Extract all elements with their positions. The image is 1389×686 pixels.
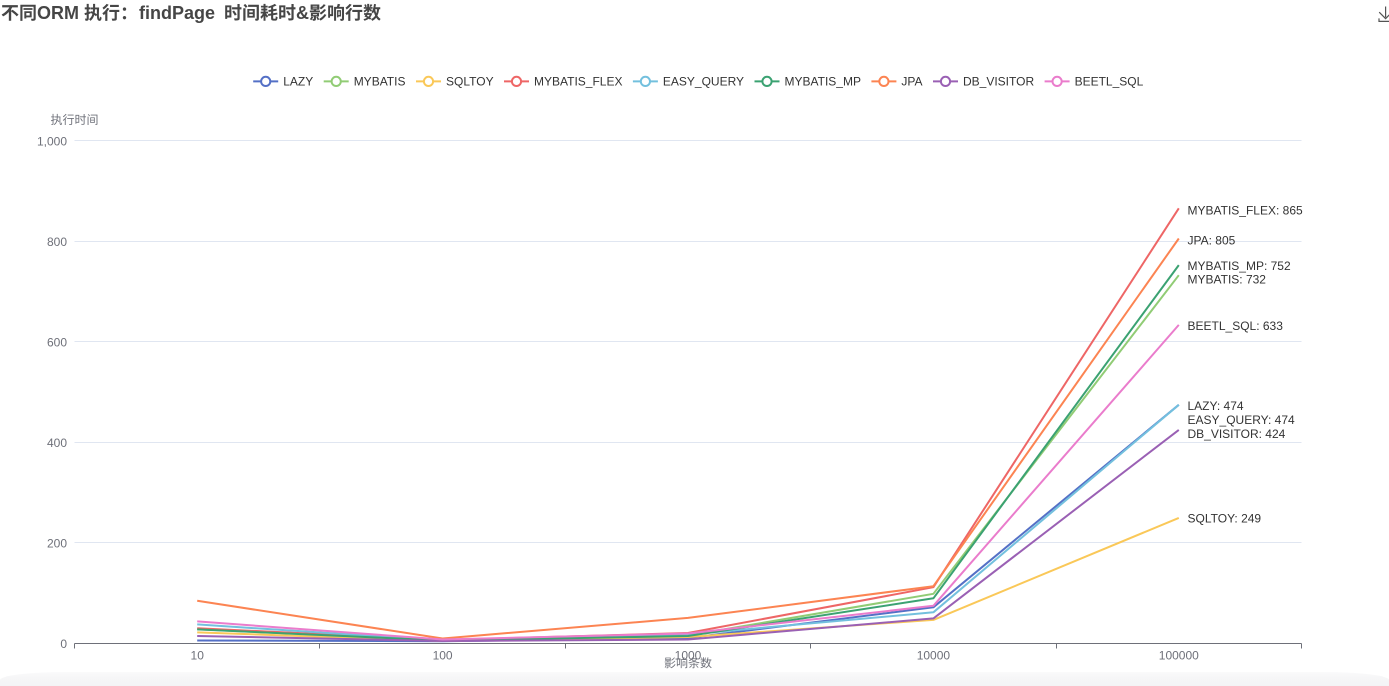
svg-text:10: 10: [191, 649, 205, 663]
svg-text:BEETL_SQL: 633: BEETL_SQL: 633: [1188, 319, 1284, 333]
svg-text:MYBATIS_FLEX: MYBATIS_FLEX: [534, 75, 622, 89]
svg-text:800: 800: [47, 235, 67, 249]
svg-text:MYBATIS_FLEX: 865: MYBATIS_FLEX: 865: [1188, 203, 1303, 217]
svg-text:ORM: ORM: [37, 3, 79, 23]
svg-text:1,000: 1,000: [37, 135, 67, 149]
svg-text:JPA: 805: JPA: 805: [1188, 233, 1236, 247]
svg-text:EASY_QUERY: EASY_QUERY: [663, 75, 744, 89]
svg-text:LAZY: 474: LAZY: 474: [1188, 399, 1244, 413]
svg-text:findPage: findPage: [139, 3, 215, 23]
svg-text:JPA: JPA: [901, 75, 922, 89]
svg-text:EASY_QUERY: 474: EASY_QUERY: 474: [1188, 413, 1296, 427]
svg-text:600: 600: [47, 336, 67, 350]
svg-text:MYBATIS: 732: MYBATIS: 732: [1188, 272, 1267, 286]
svg-text:LAZY: LAZY: [283, 75, 313, 89]
svg-text:SQLTOY: SQLTOY: [446, 75, 494, 89]
svg-text:&: &: [296, 3, 309, 23]
svg-text:MYBATIS: MYBATIS: [354, 75, 406, 89]
svg-text:DB_VISITOR: 424: DB_VISITOR: 424: [1188, 427, 1286, 441]
svg-text:0: 0: [60, 637, 67, 651]
svg-text:SQLTOY: 249: SQLTOY: 249: [1188, 511, 1262, 525]
svg-text:200: 200: [47, 537, 67, 551]
svg-text:100000: 100000: [1159, 649, 1199, 663]
svg-text:1000: 1000: [675, 649, 702, 663]
svg-text:DB_VISITOR: DB_VISITOR: [963, 75, 1034, 89]
svg-text:400: 400: [47, 436, 67, 450]
svg-text:MYBATIS_MP: 752: MYBATIS_MP: 752: [1188, 259, 1291, 273]
svg-text:100: 100: [433, 649, 453, 663]
svg-text:BEETL_SQL: BEETL_SQL: [1075, 75, 1144, 89]
svg-text:10000: 10000: [917, 649, 951, 663]
svg-text:MYBATIS_MP: MYBATIS_MP: [785, 75, 861, 89]
